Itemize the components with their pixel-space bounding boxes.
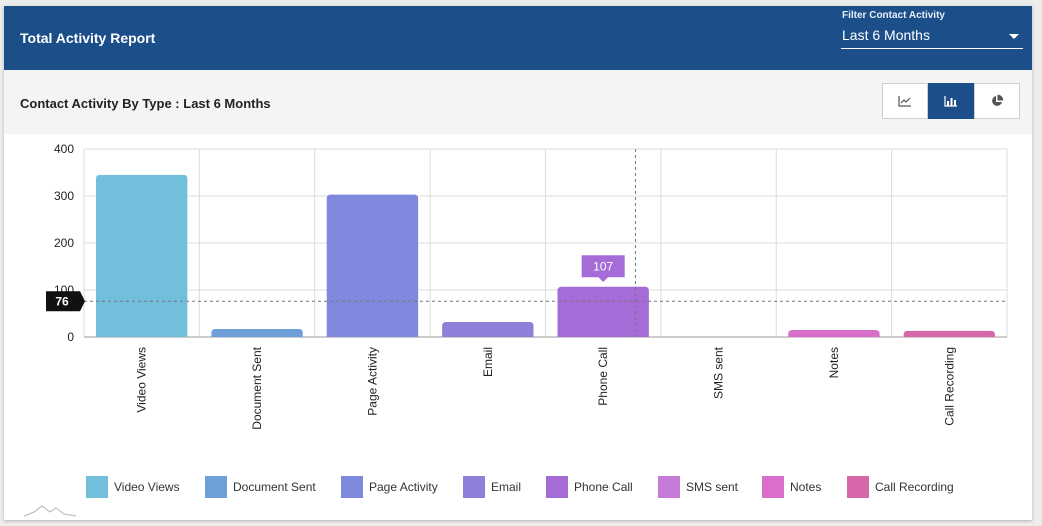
- legend-label: Page Activity: [369, 480, 438, 494]
- legend-label: SMS sent: [686, 480, 739, 494]
- crosshair-value-label: 76: [55, 294, 69, 308]
- y-tick-label: 0: [67, 330, 74, 344]
- bar[interactable]: [96, 174, 188, 337]
- filter-activity-select[interactable]: Last 6 Months: [841, 24, 1023, 49]
- legend-swatch: [86, 476, 108, 498]
- line-chart-icon: [898, 96, 911, 107]
- legend-label: Notes: [790, 480, 822, 494]
- legend-label: Video Views: [114, 480, 180, 494]
- tooltip-value: 107: [593, 260, 613, 274]
- x-tick-label: Phone Call: [596, 347, 610, 406]
- legend-label: Phone Call: [574, 480, 633, 494]
- x-tick-label: Page Activity: [365, 347, 379, 416]
- pie-chart-icon: [992, 94, 1004, 106]
- legend-swatch: [463, 476, 485, 498]
- bar[interactable]: [211, 329, 303, 337]
- bar[interactable]: [557, 286, 649, 337]
- chart-toolbar: Contact Activity By Type : Last 6 Months: [4, 70, 1032, 134]
- report-header: Total Activity Report Filter Contact Act…: [4, 6, 1032, 70]
- bar[interactable]: [442, 321, 534, 337]
- chevron-down-icon: [1009, 34, 1019, 39]
- pie-chart-toggle-button[interactable]: [974, 83, 1020, 119]
- x-tick-label: Call Recording: [942, 347, 956, 426]
- line-chart-toggle-button[interactable]: [882, 83, 928, 119]
- legend-swatch: [546, 476, 568, 498]
- legend-swatch: [847, 476, 869, 498]
- bar[interactable]: [326, 194, 419, 337]
- tooltip-box: [580, 254, 626, 284]
- chart-section-title: Contact Activity By Type : Last 6 Months: [20, 96, 271, 111]
- report-card: Total Activity Report Filter Contact Act…: [4, 6, 1032, 520]
- y-tick-label: 400: [54, 142, 74, 156]
- legend-label: Document Sent: [233, 480, 316, 494]
- x-tick-label: Video Views: [135, 347, 149, 413]
- x-tick-label: Document Sent: [250, 346, 264, 429]
- filter-label: Filter Contact Activity: [842, 10, 945, 21]
- legend-swatch: [762, 476, 784, 498]
- x-tick-label: Email: [481, 347, 495, 377]
- legend-swatch: [205, 476, 227, 498]
- legend-label: Email: [491, 480, 522, 494]
- report-title: Total Activity Report: [20, 30, 156, 46]
- legend-label: Call Recording: [875, 480, 954, 494]
- bar[interactable]: [788, 329, 880, 337]
- bar-chart-icon: [944, 96, 957, 107]
- bar[interactable]: [903, 330, 995, 337]
- legend-swatch: [341, 476, 363, 498]
- logo-mountain-icon: [24, 505, 77, 517]
- x-tick-label: SMS sent: [712, 346, 726, 399]
- filter-selected-value: Last 6 Months: [842, 27, 930, 43]
- x-tick-label: Notes: [827, 347, 841, 378]
- crosshair-value-label-box: [46, 291, 85, 312]
- y-tick-label: 200: [54, 236, 74, 250]
- bar-chart-toggle-button[interactable]: [928, 83, 974, 119]
- legend-swatch: [658, 476, 680, 498]
- y-tick-label: 300: [54, 189, 74, 203]
